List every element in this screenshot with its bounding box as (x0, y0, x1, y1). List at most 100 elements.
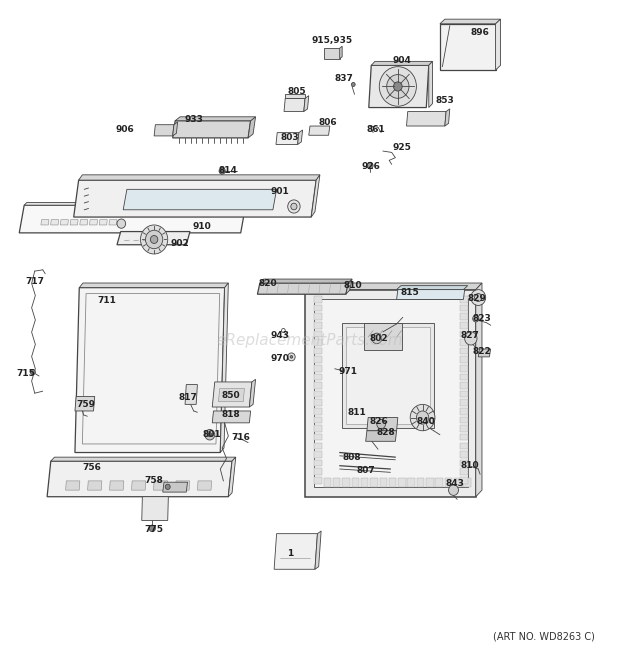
Circle shape (387, 75, 409, 98)
Polygon shape (260, 279, 352, 283)
Polygon shape (212, 382, 252, 407)
Polygon shape (459, 425, 467, 432)
Text: 837: 837 (335, 74, 353, 83)
Polygon shape (314, 299, 467, 487)
Polygon shape (315, 531, 321, 569)
Polygon shape (220, 283, 228, 453)
Polygon shape (314, 330, 322, 337)
Polygon shape (284, 98, 305, 112)
Polygon shape (314, 322, 322, 329)
Text: 910: 910 (192, 222, 211, 231)
Polygon shape (397, 286, 467, 290)
Circle shape (146, 230, 163, 249)
Circle shape (410, 405, 435, 431)
Polygon shape (314, 399, 322, 406)
Circle shape (464, 332, 477, 345)
Polygon shape (212, 411, 250, 423)
Polygon shape (80, 219, 88, 225)
Text: 810: 810 (344, 281, 363, 290)
Polygon shape (459, 391, 467, 397)
Circle shape (288, 353, 295, 361)
Polygon shape (463, 479, 471, 487)
Text: 756: 756 (83, 463, 102, 472)
Polygon shape (305, 290, 476, 496)
Text: 808: 808 (343, 453, 361, 461)
Text: 822: 822 (472, 347, 491, 356)
Circle shape (417, 411, 429, 424)
Polygon shape (435, 479, 443, 487)
Polygon shape (459, 459, 467, 466)
Polygon shape (314, 408, 322, 414)
Circle shape (149, 525, 156, 531)
Text: 807: 807 (356, 466, 375, 475)
Text: 815: 815 (401, 288, 420, 297)
Text: 759: 759 (76, 400, 95, 409)
Polygon shape (60, 219, 68, 225)
Circle shape (219, 168, 225, 174)
Polygon shape (311, 175, 320, 217)
Polygon shape (459, 313, 467, 320)
Polygon shape (197, 481, 211, 490)
Polygon shape (459, 322, 467, 329)
Polygon shape (314, 365, 322, 371)
Polygon shape (459, 416, 467, 423)
Polygon shape (314, 391, 322, 397)
Text: 902: 902 (170, 239, 190, 248)
Polygon shape (314, 356, 322, 363)
Polygon shape (248, 117, 255, 138)
Circle shape (141, 225, 168, 254)
Polygon shape (314, 373, 322, 380)
Polygon shape (459, 451, 467, 457)
Text: 803: 803 (281, 133, 299, 141)
Polygon shape (324, 48, 340, 59)
Text: 758: 758 (144, 477, 164, 485)
Polygon shape (314, 416, 322, 423)
Polygon shape (365, 323, 402, 350)
Polygon shape (340, 46, 342, 59)
Text: 814: 814 (219, 167, 238, 175)
Polygon shape (366, 431, 397, 442)
Text: 971: 971 (339, 367, 358, 376)
Circle shape (166, 485, 171, 489)
Circle shape (372, 333, 382, 344)
Text: 943: 943 (271, 331, 290, 340)
Polygon shape (24, 202, 248, 205)
Polygon shape (51, 219, 59, 225)
Circle shape (377, 420, 386, 429)
Text: 970: 970 (271, 354, 290, 363)
Text: eReplacementParts.com: eReplacementParts.com (216, 333, 404, 348)
Polygon shape (459, 382, 467, 389)
Polygon shape (314, 459, 322, 466)
Circle shape (290, 356, 293, 358)
Polygon shape (99, 219, 107, 225)
Circle shape (117, 219, 126, 228)
Polygon shape (79, 175, 320, 180)
Polygon shape (314, 382, 322, 389)
Polygon shape (324, 479, 331, 487)
Polygon shape (445, 109, 450, 126)
Text: 715: 715 (16, 369, 35, 378)
Text: (ART NO. WD8263 C): (ART NO. WD8263 C) (493, 632, 595, 642)
Polygon shape (305, 283, 482, 290)
Polygon shape (459, 330, 467, 337)
Circle shape (379, 67, 417, 106)
Polygon shape (89, 219, 97, 225)
Polygon shape (371, 61, 433, 65)
Polygon shape (352, 479, 359, 487)
Circle shape (30, 369, 35, 375)
Polygon shape (454, 479, 461, 487)
Text: 840: 840 (417, 417, 436, 426)
Text: 827: 827 (460, 331, 479, 340)
Polygon shape (175, 117, 255, 121)
Polygon shape (397, 290, 464, 299)
Circle shape (367, 163, 373, 169)
Polygon shape (142, 496, 169, 520)
Polygon shape (185, 385, 197, 405)
Circle shape (291, 203, 297, 210)
Text: 904: 904 (392, 56, 411, 65)
Text: 926: 926 (361, 163, 380, 171)
Polygon shape (47, 461, 232, 496)
Polygon shape (41, 219, 49, 225)
Text: 861: 861 (366, 125, 385, 134)
Polygon shape (407, 479, 415, 487)
